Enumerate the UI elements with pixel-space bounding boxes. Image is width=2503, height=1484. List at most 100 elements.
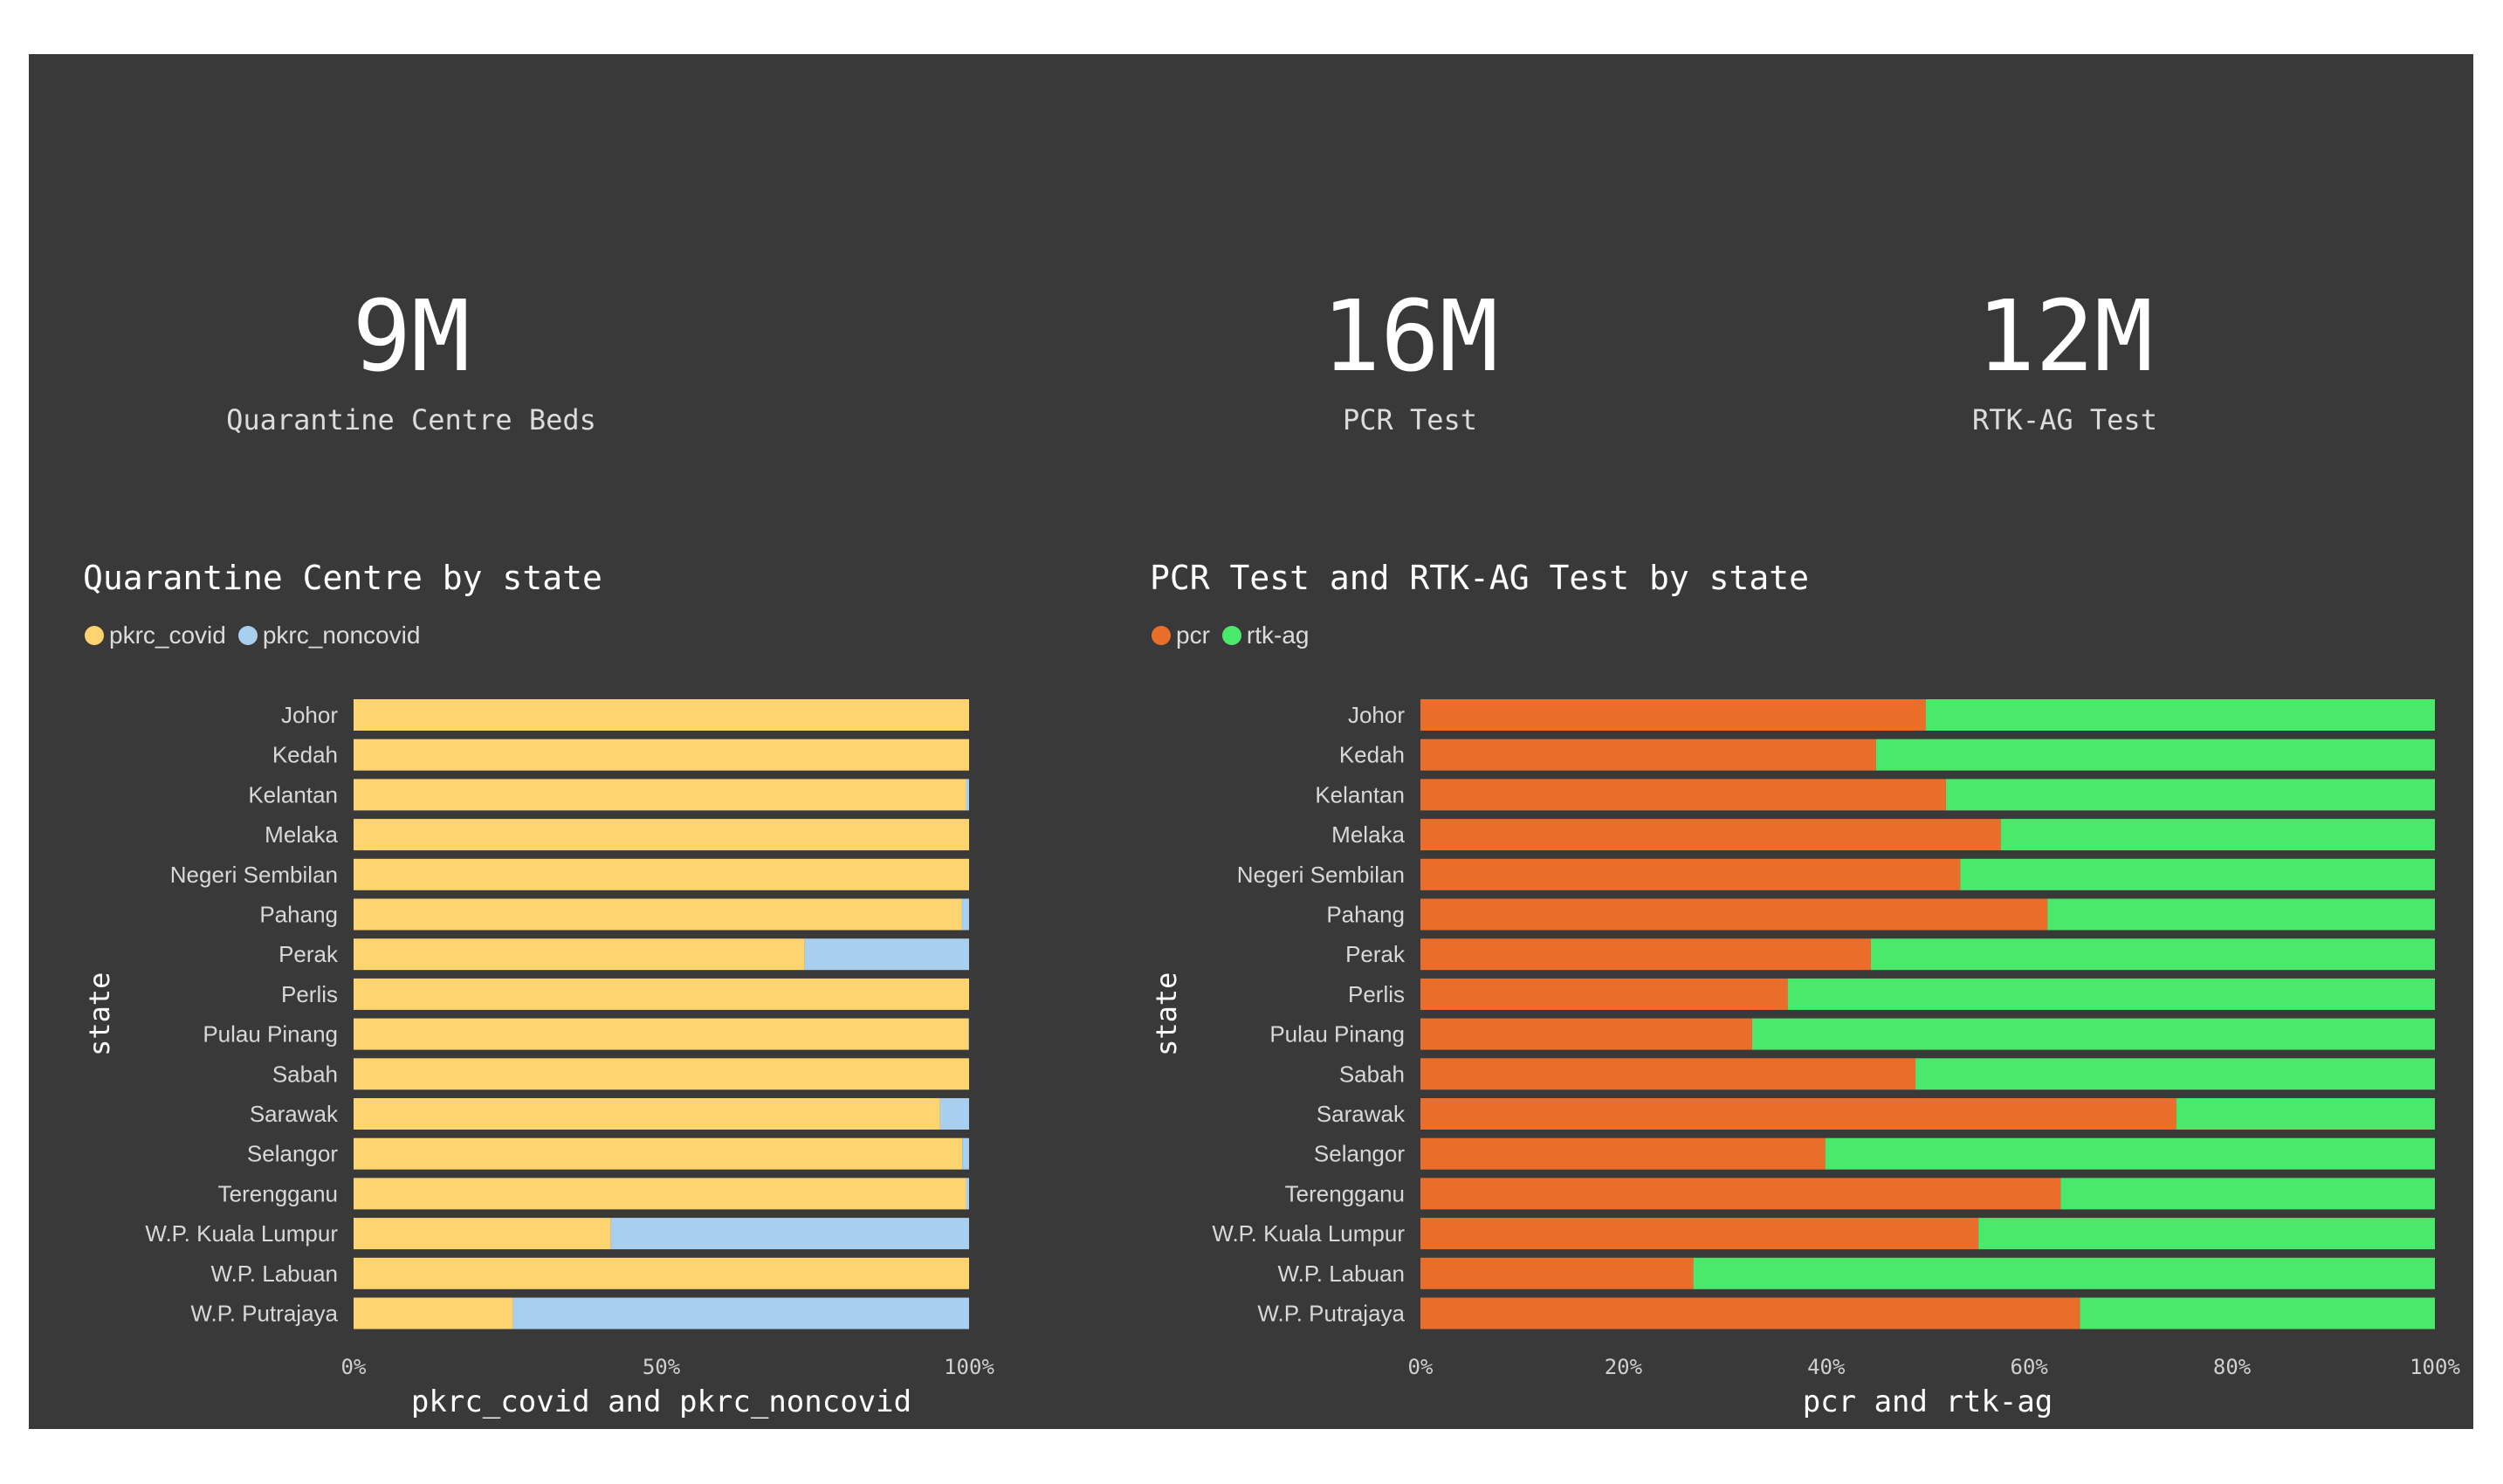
x-tick-label: 0% (1408, 1355, 1434, 1379)
kpi-rtk-ag-test: 12M RTK-AG Test (1934, 288, 2196, 436)
chart-title-quarantine: Quarantine Centre by state (83, 559, 602, 597)
x-tick-label: 20% (1605, 1355, 1643, 1379)
bar-pcr[interactable] (1420, 1137, 1826, 1170)
bar-pkrc_covid[interactable] (354, 1137, 963, 1170)
bar-pkrc_noncovid[interactable] (966, 779, 969, 811)
x-tick-label: 100% (2410, 1355, 2460, 1379)
bar-pcr[interactable] (1420, 1018, 1752, 1050)
x-axis-label: pkrc_covid and pkrc_noncovid (411, 1384, 911, 1419)
y-tick-label: W.P. Labuan (210, 1261, 338, 1287)
y-tick-label: Melaka (265, 821, 338, 848)
x-tick-label: 100% (944, 1355, 994, 1379)
bar-rtk-ag[interactable] (2047, 898, 2435, 931)
bar-rtk-ag[interactable] (1693, 1257, 2435, 1289)
y-tick-label: Sarawak (250, 1101, 339, 1127)
y-tick-label: Selangor (247, 1141, 338, 1167)
y-tick-label: Sarawak (1317, 1101, 1406, 1127)
bar-pkrc_noncovid[interactable] (939, 1098, 969, 1130)
bar-pkrc_noncovid[interactable] (804, 938, 969, 971)
y-tick-label: W.P. Kuala Lumpur (1212, 1220, 1405, 1247)
bar-pkrc_covid[interactable] (354, 779, 966, 811)
legend-quarantine: pkrc_covid pkrc_noncovid (85, 622, 432, 649)
y-tick-label: Selangor (1314, 1141, 1405, 1167)
legend-item-pcr[interactable]: pcr (1152, 622, 1210, 649)
bar-rtk-ag[interactable] (1925, 699, 2435, 731)
bar-pkrc_covid[interactable] (354, 858, 969, 890)
bar-rtk-ag[interactable] (2060, 1178, 2435, 1210)
legend-dot (85, 626, 104, 645)
bar-pcr[interactable] (1420, 1257, 1694, 1289)
y-tick-label: W.P. Labuan (1277, 1261, 1405, 1287)
bar-pkrc_noncovid[interactable] (966, 1178, 969, 1210)
y-tick-label: Pulau Pinang (1269, 1021, 1405, 1048)
y-tick-label: Perak (1345, 941, 1406, 967)
bar-pcr[interactable] (1420, 978, 1788, 1010)
kpi-label: Quarantine Centre Beds (226, 403, 596, 436)
kpi-quarantine-beds: 9M Quarantine Centre Beds (179, 288, 643, 436)
bar-rtk-ag[interactable] (1875, 739, 2435, 771)
bar-pcr[interactable] (1420, 858, 1961, 890)
y-tick-label: Kelantan (1315, 781, 1405, 807)
bar-pcr[interactable] (1420, 898, 2048, 931)
y-axis-label: state (83, 972, 116, 1056)
bar-rtk-ag[interactable] (2080, 1297, 2435, 1329)
bar-pcr[interactable] (1420, 1098, 2176, 1130)
bar-pcr[interactable] (1420, 1058, 1916, 1090)
bar-pkrc_covid[interactable] (354, 938, 805, 971)
y-tick-label: Perak (278, 941, 339, 967)
bar-pkrc_noncovid[interactable] (968, 1018, 969, 1050)
bar-pkrc_noncovid[interactable] (610, 1218, 969, 1250)
y-tick-label: Melaka (1331, 821, 1405, 848)
kpi-value: 16M (1321, 280, 1499, 394)
bar-pkrc_noncovid[interactable] (961, 898, 969, 931)
bar-pkrc_noncovid[interactable] (962, 1137, 969, 1170)
y-tick-label: Sabah (272, 1061, 338, 1087)
bar-pkrc_covid[interactable] (354, 1058, 969, 1090)
kpi-pcr-test: 16M PCR Test (1279, 288, 1541, 436)
bar-pcr[interactable] (1420, 1297, 2080, 1329)
legend-item-pkrc-covid[interactable]: pkrc_covid (85, 622, 226, 649)
y-tick-label: Negeri Sembilan (170, 862, 338, 888)
chart-quarantine: Johor Kedah Kelantan Melaka Negeri Sembilan P… (83, 699, 994, 1419)
bar-pcr[interactable] (1420, 819, 2001, 851)
bar-rtk-ag[interactable] (2176, 1098, 2435, 1130)
bar-pkrc_covid[interactable] (354, 699, 969, 731)
bar-rtk-ag[interactable] (1978, 1218, 2435, 1250)
bar-pkrc_covid[interactable] (354, 819, 969, 851)
bar-rtk-ag[interactable] (1825, 1137, 2435, 1170)
bar-rtk-ag[interactable] (2000, 819, 2435, 851)
bar-pkrc_covid[interactable] (354, 1218, 611, 1250)
x-tick-label: 50% (643, 1355, 681, 1379)
bar-pkrc_covid[interactable] (354, 978, 969, 1010)
y-tick-label: Terengganu (1285, 1180, 1405, 1206)
y-tick-label: Kelantan (248, 781, 338, 807)
bar-rtk-ag[interactable] (1945, 779, 2435, 811)
bar-pkrc_covid[interactable] (354, 1297, 513, 1329)
x-axis-label: pcr and rtk-ag (1803, 1384, 2053, 1419)
bar-pcr[interactable] (1420, 779, 1946, 811)
bar-rtk-ag[interactable] (1787, 978, 2435, 1010)
bar-pkrc_covid[interactable] (354, 1098, 940, 1130)
x-tick-label: 60% (2011, 1355, 2049, 1379)
bar-pcr[interactable] (1420, 699, 1926, 731)
bar-pcr[interactable] (1420, 1178, 2061, 1210)
bar-pkrc_covid[interactable] (354, 739, 969, 771)
bar-pcr[interactable] (1420, 938, 1871, 971)
bar-pkrc_covid[interactable] (354, 1018, 969, 1050)
bar-pkrc_covid[interactable] (354, 1257, 969, 1289)
bar-rtk-ag[interactable] (1870, 938, 2435, 971)
y-tick-label: Sabah (1339, 1061, 1405, 1087)
bar-pcr[interactable] (1420, 739, 1876, 771)
bar-pkrc_noncovid[interactable] (512, 1297, 969, 1329)
bar-rtk-ag[interactable] (1915, 1058, 2435, 1090)
bar-pkrc_covid[interactable] (354, 1178, 966, 1210)
bar-rtk-ag[interactable] (1751, 1018, 2435, 1050)
legend-item-pkrc-noncovid[interactable]: pkrc_noncovid (237, 622, 420, 649)
legend-label: pcr (1176, 622, 1210, 649)
kpi-label: RTK-AG Test (1972, 403, 2157, 436)
bar-pkrc_covid[interactable] (354, 898, 962, 931)
legend-item-rtk-ag[interactable]: rtk-ag (1221, 622, 1309, 649)
bar-pcr[interactable] (1420, 1218, 1979, 1250)
y-tick-label: Johor (281, 702, 338, 728)
bar-rtk-ag[interactable] (1960, 858, 2435, 890)
